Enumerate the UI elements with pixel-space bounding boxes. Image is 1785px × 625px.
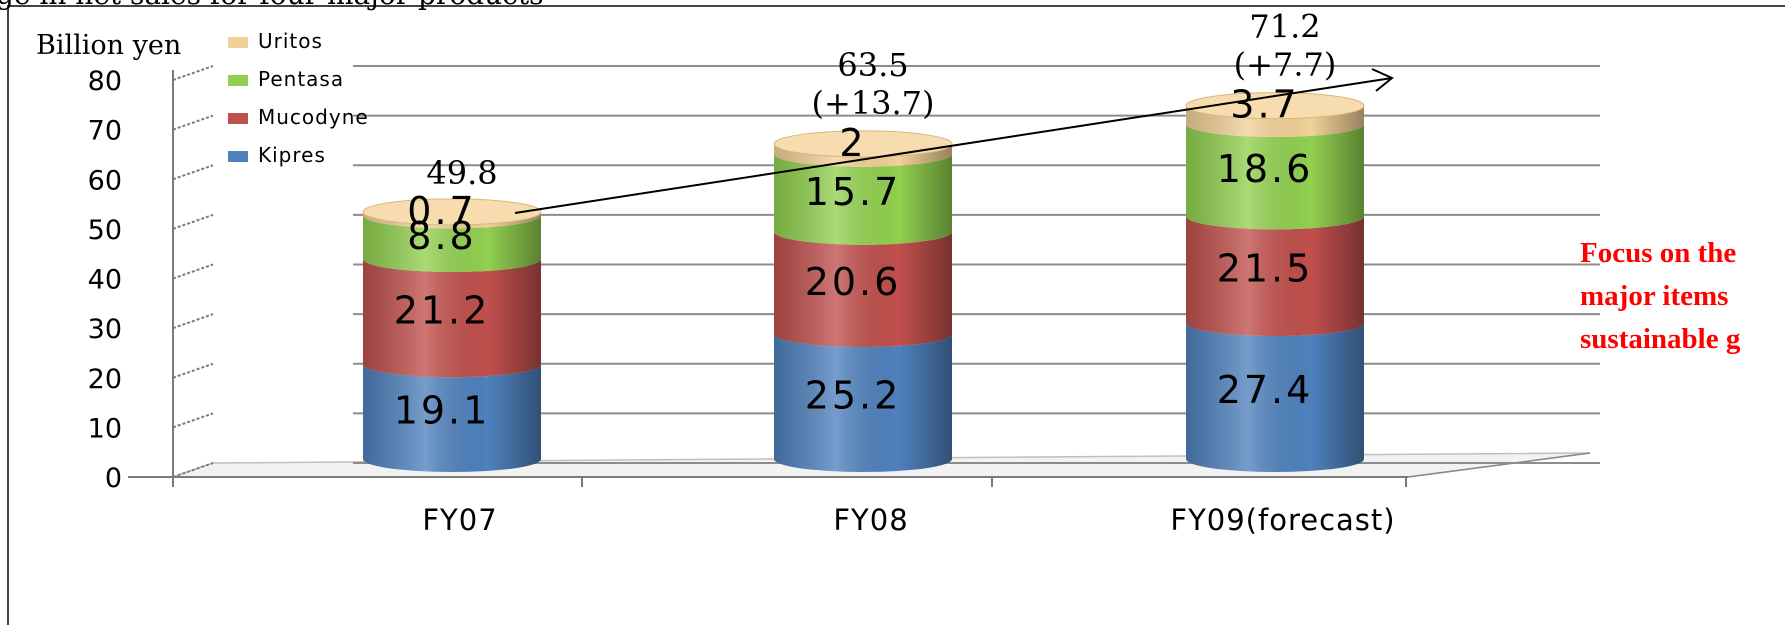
value-label: 21.2: [394, 289, 491, 333]
x-tick-label: FY07: [422, 503, 497, 537]
legend-swatch-uritos: [228, 37, 248, 48]
y-tick-label: 10: [88, 413, 122, 444]
bar-segment-shading: [363, 215, 541, 273]
bars: [362, 92, 1365, 472]
grid-depth-stroke: [172, 313, 214, 330]
gridlines: [172, 65, 1600, 478]
value-label: 8.8: [407, 214, 476, 258]
value-label: 15.7: [805, 170, 902, 214]
y-tick-label: 80: [88, 66, 122, 97]
bar-segment-shading: [1186, 216, 1364, 337]
legend-label: Pentasa: [258, 67, 344, 91]
y-axis-label: Billion yen: [36, 30, 181, 61]
x-tick-label: FY08: [833, 503, 908, 537]
value-label: 25.2: [805, 373, 902, 417]
total-label: 49.8: [426, 154, 497, 192]
header-fragment: ge in net sales for four major products: [0, 0, 543, 11]
y-tick-label: 0: [105, 463, 122, 494]
legend-label: Uritos: [258, 29, 323, 53]
total-labels: 49.8 63.5(+13.7) 71.2(+7.7): [426, 8, 1336, 192]
bar-segment-shading: [363, 211, 541, 229]
total-label: 71.2: [1249, 8, 1320, 46]
value-label: 2: [839, 121, 866, 165]
legend-label: Mucodyne: [258, 105, 369, 129]
grid-depth-stroke: [172, 362, 214, 379]
value-label: 20.6: [805, 260, 902, 304]
focus-note-line-1: Focus on the: [1580, 237, 1736, 269]
legend-swatch-mucodyne: [228, 113, 248, 124]
growth-arrow: [514, 68, 1394, 214]
y-tick-label: 20: [88, 364, 122, 395]
axes: [128, 70, 1408, 487]
bar-segment-shading: [774, 143, 952, 167]
x-tick-labels: FY07 FY08 FY09(forecast): [422, 503, 1395, 537]
y-tick-label: 50: [88, 215, 122, 246]
grid-depth-stroke: [172, 114, 214, 131]
value-label: 27.4: [1217, 368, 1314, 412]
y-tick-labels: 0 10 20 30 40 50 60 70 80: [88, 66, 122, 494]
change-label: (+13.7): [811, 84, 934, 122]
bar-top-cap: [362, 198, 542, 226]
legend: Uritos Pentasa Mucodyne Kipres: [228, 29, 369, 167]
bar-segment-shading: [1186, 124, 1364, 230]
y-tick-label: 40: [88, 265, 122, 296]
grid-depth-stroke: [172, 164, 214, 181]
focus-note-line-2: major items: [1580, 280, 1728, 312]
legend-swatch-kipres: [228, 151, 248, 162]
change-label: (+7.7): [1234, 46, 1337, 84]
value-labels: 19.1 21.2 8.80.7 25.2 20.6 15.7 2 27.4 21.5 18.6 3…: [394, 83, 1314, 433]
value-label: 0.7: [407, 189, 476, 233]
bar-segment-shading: [774, 231, 952, 347]
grid-depth-stroke: [172, 65, 214, 81]
x-tick-label: FY09(forecast): [1170, 503, 1395, 537]
bar-segment-shading: [363, 364, 541, 472]
grid-depth-stroke: [172, 213, 214, 230]
value-label: 21.5: [1217, 247, 1314, 291]
grid-depth-stroke: [172, 462, 214, 478]
legend-swatch-pentasa: [228, 75, 248, 86]
y-tick-label: 70: [88, 116, 122, 147]
bar-segment-shading: [363, 259, 541, 378]
bar-segment-shading: [774, 333, 952, 472]
y-tick-label: 30: [88, 314, 122, 345]
total-label: 63.5: [837, 46, 908, 84]
bar-segment-shading: [774, 153, 952, 245]
y-tick-label: 60: [88, 165, 122, 196]
floor-edge: [1407, 452, 1591, 478]
bar-segment-shading: [1186, 323, 1364, 472]
focus-note-line-3: sustainable g: [1580, 323, 1741, 355]
bar-top-cap: [1185, 92, 1365, 120]
chart-frame: [7, 5, 1785, 625]
grid-depth-stroke: [172, 263, 214, 280]
legend-label: Kipres: [258, 143, 326, 167]
value-label: 18.6: [1217, 147, 1314, 191]
bar-top-cap: [773, 130, 953, 158]
value-label: 19.1: [394, 389, 491, 433]
value-label: 3.7: [1230, 83, 1299, 127]
grid-depth-stroke: [172, 412, 214, 429]
bar-segment-shading: [1186, 105, 1364, 138]
